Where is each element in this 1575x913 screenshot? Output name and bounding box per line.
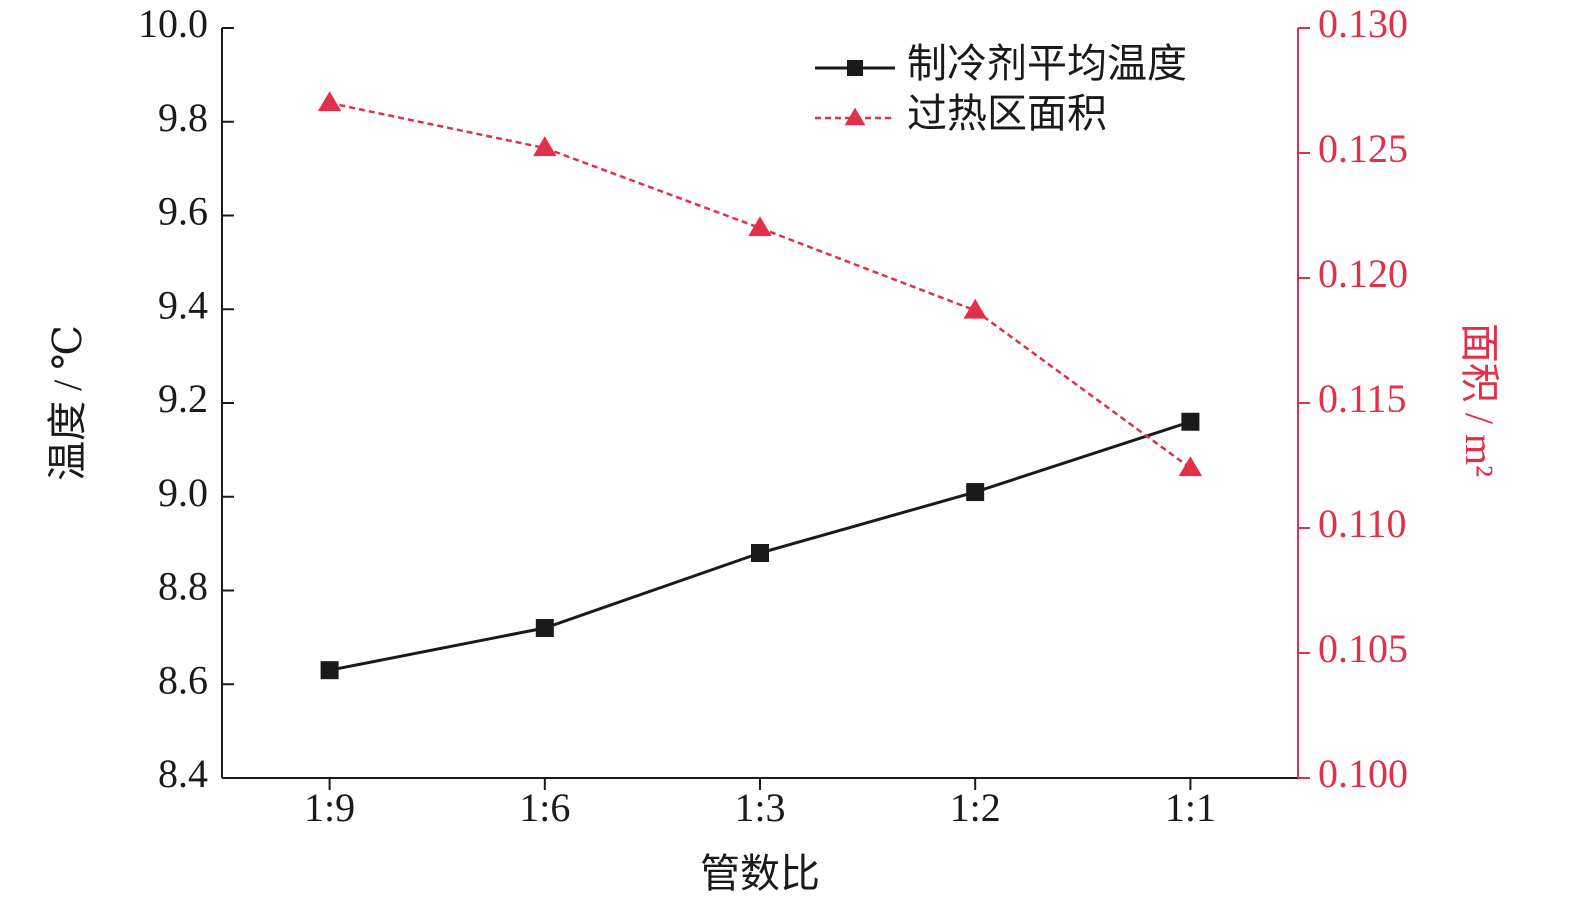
x-tick-label: 1:1	[1165, 785, 1216, 830]
triangle-marker	[1178, 456, 1203, 477]
series-line	[329, 101, 1192, 470]
y-tick-label: 9.8	[158, 95, 208, 140]
y-tick-label: 9.6	[158, 189, 208, 234]
x-tick-label: 1:3	[734, 785, 785, 830]
square-marker	[320, 661, 339, 680]
y2-tick-label: 0.130	[1318, 1, 1408, 46]
x-tick-label: 1:9	[304, 785, 355, 830]
square-marker	[535, 619, 554, 637]
y-tick-label: 8.8	[158, 564, 208, 609]
triangle-marker	[748, 216, 772, 237]
x-tick-label: 1:6	[519, 785, 570, 830]
y-tick-label: 9.4	[158, 282, 208, 327]
y-axis-label: 温度 / ℃	[45, 325, 90, 481]
y-tick-label: 8.4	[158, 751, 208, 796]
y-tick-label: 10.0	[138, 1, 208, 46]
y2-tick-label: 0.120	[1318, 251, 1408, 296]
y2-axis-label: 面积 / m²	[1457, 323, 1502, 477]
square-marker	[1181, 412, 1200, 431]
y-tick-label: 9.0	[158, 470, 208, 515]
triangle-marker	[963, 298, 987, 319]
legend-label: 制冷剂平均温度	[907, 41, 1187, 86]
legend-marker	[847, 60, 863, 76]
y-tick-label: 8.6	[158, 657, 208, 702]
triangle-marker	[317, 91, 342, 112]
y2-tick-label: 0.100	[1318, 751, 1408, 796]
legend-label: 过热区面积	[907, 91, 1107, 136]
y2-tick-label: 0.115	[1318, 376, 1407, 421]
square-marker	[966, 483, 985, 502]
y2-tick-label: 0.110	[1318, 501, 1407, 546]
legend-marker	[844, 107, 866, 126]
y-tick-label: 9.2	[158, 376, 208, 421]
y2-tick-label: 0.125	[1318, 126, 1408, 171]
y2-tick-label: 0.105	[1318, 626, 1408, 671]
x-axis-label: 管数比	[700, 851, 820, 896]
square-marker	[751, 544, 769, 562]
x-tick-label: 1:2	[950, 785, 1001, 830]
triangle-marker	[533, 136, 557, 157]
